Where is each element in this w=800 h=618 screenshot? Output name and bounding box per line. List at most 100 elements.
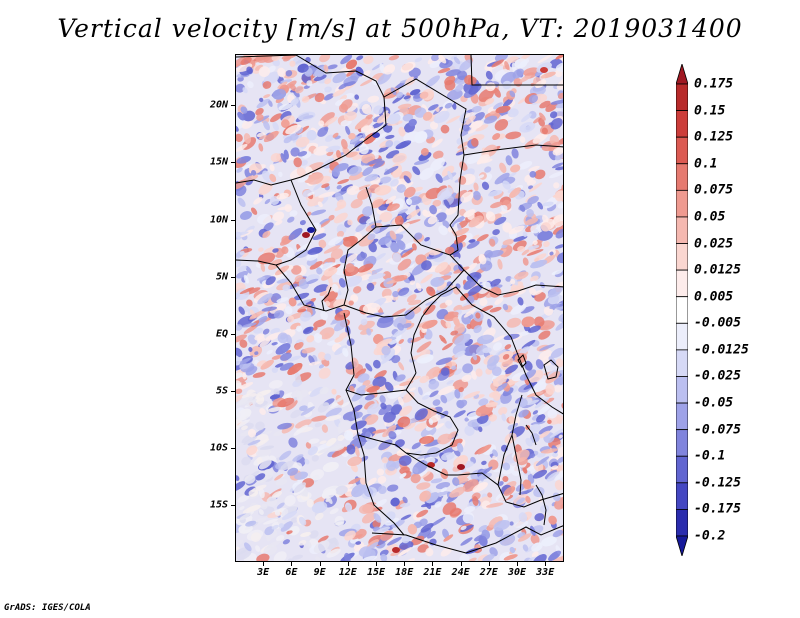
field-cell bbox=[453, 316, 460, 327]
lat-label-5n: 5N bbox=[215, 271, 228, 283]
field-cell bbox=[452, 256, 460, 264]
field-cell bbox=[419, 518, 428, 527]
field-cell bbox=[502, 476, 509, 482]
field-cell bbox=[269, 164, 275, 172]
field-extreme bbox=[307, 227, 315, 233]
field-cell bbox=[388, 55, 400, 61]
field-cell bbox=[293, 157, 302, 168]
field-cell bbox=[521, 339, 536, 350]
field-cell bbox=[258, 135, 268, 140]
field-cell bbox=[392, 290, 399, 298]
field-cell bbox=[528, 94, 539, 104]
colorbar-label: 0.125 bbox=[694, 129, 734, 145]
country-borders bbox=[236, 55, 563, 554]
field-cell bbox=[516, 330, 531, 337]
field-cell bbox=[336, 150, 342, 159]
field-cell bbox=[287, 467, 299, 476]
field-cell bbox=[401, 248, 415, 258]
colorbar-swatch bbox=[676, 136, 688, 165]
field-cell bbox=[266, 349, 273, 355]
field-cell bbox=[494, 172, 510, 185]
field-cell bbox=[381, 345, 391, 356]
field-cell bbox=[328, 214, 335, 221]
field-cell bbox=[467, 127, 477, 134]
field-cell bbox=[485, 82, 496, 92]
field-cell bbox=[354, 118, 369, 130]
field-cell bbox=[532, 289, 543, 296]
field-cell bbox=[269, 303, 287, 314]
field-cell bbox=[323, 64, 329, 73]
colorbar-swatch bbox=[676, 189, 688, 218]
field-cell bbox=[346, 185, 360, 195]
field-cell bbox=[316, 267, 323, 275]
field-cell bbox=[530, 259, 548, 269]
field-cell bbox=[431, 138, 443, 148]
field-cell bbox=[262, 230, 271, 239]
field-cell bbox=[526, 249, 544, 256]
field-cell bbox=[406, 198, 413, 205]
field-cell bbox=[415, 282, 422, 292]
field-cell bbox=[236, 133, 243, 143]
field-cell bbox=[354, 94, 360, 100]
field-cell bbox=[522, 231, 528, 238]
field-cell bbox=[331, 388, 337, 395]
field-cell bbox=[453, 455, 468, 468]
field-cell bbox=[243, 324, 259, 335]
field-cell bbox=[280, 460, 294, 471]
field-cell bbox=[236, 63, 253, 72]
colorbar-swatch bbox=[676, 376, 688, 404]
field-cell bbox=[296, 167, 306, 177]
field-cell bbox=[548, 515, 557, 525]
field-cell bbox=[556, 463, 563, 471]
field-cell bbox=[380, 530, 394, 541]
field-cell bbox=[397, 547, 412, 557]
field-cell bbox=[236, 231, 249, 237]
lon-label-12e: 12E bbox=[338, 567, 357, 578]
field-cell bbox=[477, 334, 494, 345]
field-cell bbox=[356, 384, 366, 394]
field-cell bbox=[373, 513, 382, 523]
field-cell bbox=[502, 98, 514, 107]
field-cell bbox=[399, 466, 410, 475]
field-cell bbox=[502, 387, 514, 397]
field-cell bbox=[502, 222, 512, 233]
field-cell bbox=[301, 95, 310, 103]
field-cell bbox=[492, 379, 500, 387]
field-cell bbox=[277, 332, 289, 344]
colorbar-label: -0.2 bbox=[694, 528, 726, 544]
lat-tick bbox=[231, 333, 235, 335]
field-cell bbox=[398, 126, 406, 137]
field-cell bbox=[419, 436, 435, 444]
field-cell bbox=[378, 236, 392, 245]
field-cell bbox=[258, 182, 273, 195]
field-cell bbox=[392, 152, 407, 164]
field-cell bbox=[538, 112, 546, 121]
field-cell bbox=[439, 334, 447, 344]
field-cell bbox=[323, 291, 338, 303]
field-cell bbox=[392, 308, 406, 317]
field-cell bbox=[398, 455, 412, 466]
field-cell bbox=[486, 502, 504, 508]
field-cell bbox=[536, 414, 546, 423]
field-cell bbox=[440, 394, 448, 404]
lat-label-10n: 10N bbox=[209, 214, 228, 226]
field-cell bbox=[256, 114, 264, 121]
field-cell bbox=[540, 71, 556, 79]
field-cell bbox=[265, 276, 276, 286]
field-cell bbox=[475, 404, 493, 417]
field-cell bbox=[236, 372, 243, 380]
field-cell bbox=[236, 396, 254, 406]
lon-tick bbox=[291, 562, 293, 566]
field-cell bbox=[373, 343, 388, 356]
field-cell bbox=[492, 390, 501, 401]
field-cell bbox=[461, 115, 476, 127]
field-cell bbox=[271, 490, 283, 499]
lon-label-6e: 6E bbox=[285, 567, 298, 578]
field-cell bbox=[286, 530, 293, 535]
field-cell bbox=[348, 143, 354, 149]
field-cell bbox=[340, 184, 354, 192]
lon-label-30e: 30E bbox=[507, 567, 527, 578]
field-cell bbox=[245, 265, 252, 274]
field-cell bbox=[276, 278, 290, 284]
field-cell bbox=[397, 322, 404, 331]
